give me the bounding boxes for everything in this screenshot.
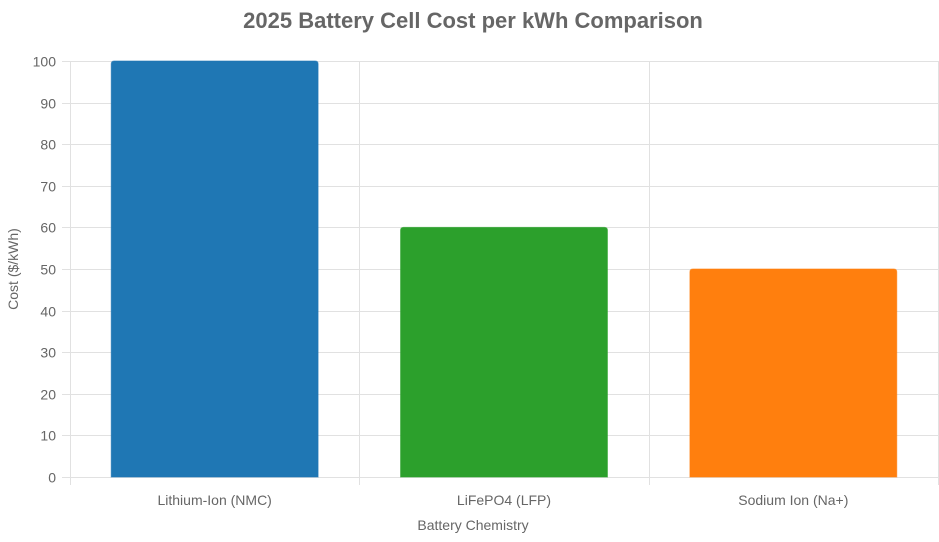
x-axis-label: Battery Chemistry <box>417 517 528 533</box>
x-tick-label: Sodium Ion (Na+) <box>738 492 848 508</box>
bar-sodium-ion-na[interactable] <box>689 268 898 478</box>
bar-lithium-ion-nmc[interactable] <box>110 60 319 478</box>
y-tick-label: 20 <box>40 387 56 403</box>
y-tick-label: 30 <box>40 345 56 361</box>
y-tick-label: 80 <box>40 137 56 153</box>
x-tick-label: Lithium-Ion (NMC) <box>157 492 271 508</box>
x-tick-label: LiFePO4 (LFP) <box>457 492 551 508</box>
y-tick-label: 40 <box>40 304 56 320</box>
chart-title: 2025 Battery Cell Cost per kWh Compariso… <box>243 8 703 33</box>
y-tick-label: 10 <box>40 428 56 444</box>
y-axis-label: Cost ($/kWh) <box>5 228 21 310</box>
y-tick-label: 70 <box>40 179 56 195</box>
y-tick-label: 50 <box>40 262 56 278</box>
y-tick-label: 90 <box>40 96 56 112</box>
y-tick-label: 100 <box>33 54 57 70</box>
x-axis-ticks: Lithium-Ion (NMC) LiFePO4 (LFP) Sodium Ion… <box>157 492 848 508</box>
bar-lifepo4-lfp[interactable] <box>400 226 608 478</box>
y-tick-label: 0 <box>48 470 56 486</box>
y-tick-label: 60 <box>40 220 56 236</box>
y-axis-ticks: 0 10 20 30 40 50 60 70 80 90 100 <box>33 54 57 486</box>
bars <box>110 60 898 478</box>
